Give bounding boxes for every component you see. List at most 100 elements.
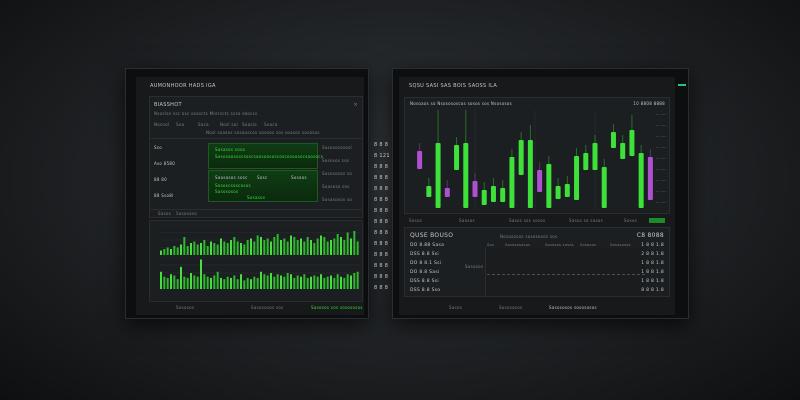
candle-body xyxy=(481,190,487,205)
volume-bar xyxy=(256,235,259,255)
candle-body xyxy=(527,140,533,208)
volume-bar xyxy=(326,241,329,255)
side-row[interactable]: 88 80 xyxy=(154,177,167,182)
side-row[interactable]: Sso xyxy=(154,145,162,150)
side-row[interactable]: 88 Sso8l xyxy=(154,193,174,198)
volume-bar xyxy=(186,277,189,289)
volume-bar xyxy=(190,273,192,289)
toolbar-item[interactable]: Saosos xyxy=(459,218,475,223)
volume-bar xyxy=(326,276,329,289)
toolbar-item[interactable]: Sosos xyxy=(624,218,638,223)
tab[interactable]: Sasos xyxy=(158,211,172,216)
filter-item[interactable]: Soa xyxy=(176,122,185,127)
volume-bar xyxy=(240,243,242,255)
row-value: 2 8 8 1.8 xyxy=(641,252,664,257)
side-row[interactable]: Aso 8580 xyxy=(154,161,176,166)
right-monitor: SQSU SASI SAS BOIS SAOSS ILA Nosoaos so … xyxy=(392,68,689,319)
volume-bar xyxy=(183,237,186,255)
volume-bar xyxy=(260,237,262,255)
volume-bar xyxy=(340,237,342,255)
row-value: 8 8 8 1.8 xyxy=(641,288,664,293)
filter-item[interactable]: Nosnol xyxy=(154,122,170,127)
axis-label: -- --- xyxy=(655,189,666,194)
table-title: QUSE BOUSO xyxy=(410,232,454,239)
volume-bar xyxy=(320,274,322,289)
volume-bar xyxy=(236,279,239,289)
volume-bar xyxy=(166,277,169,289)
volume-bar xyxy=(253,241,256,255)
volume-bar xyxy=(170,274,172,289)
footer-label: Sasos xyxy=(449,305,463,310)
candlestick-chart xyxy=(417,110,653,210)
tab[interactable]: Sasosaso xyxy=(176,211,197,216)
toolbar-item[interactable]: Sasos so sosos xyxy=(569,218,604,223)
axis-label: -- --- xyxy=(655,134,666,139)
candle-body xyxy=(509,157,515,208)
table-inner-chart xyxy=(485,248,645,296)
row-value: 1 8 8 1.8 xyxy=(641,279,664,284)
price-level: 8 8 8 xyxy=(374,164,389,170)
filter-item[interactable]: Saca xyxy=(198,122,209,127)
volume-bar xyxy=(253,276,256,289)
toolbar-item[interactable]: Sosos xyxy=(409,218,423,223)
footer-label: Sasososos sos xyxy=(251,305,284,310)
filter-item[interactable]: Soaca xyxy=(264,122,278,127)
volume-bar xyxy=(250,279,252,289)
volume-bar xyxy=(163,249,166,255)
row-value: 1 8 8 1.8 xyxy=(641,270,664,275)
filter-item[interactable]: Soasio xyxy=(242,122,257,127)
volume-bar xyxy=(280,275,282,289)
table-header: Nosasosos sosososos sos xyxy=(500,234,558,239)
volume-bar xyxy=(336,274,339,289)
price-level: 8 8 8 xyxy=(374,219,389,225)
legend-item: Sos xyxy=(487,243,495,247)
volume-bar xyxy=(343,277,346,289)
right-row: Sosasosos so xyxy=(322,197,353,202)
candle-body xyxy=(472,181,478,197)
row-label[interactable]: DSS 8.8 Sso xyxy=(410,288,441,293)
volume-bar xyxy=(216,271,219,289)
axis-label: -- --- xyxy=(655,178,666,183)
box-line: Sosasos xyxy=(247,195,266,200)
candle-body xyxy=(518,140,524,175)
box-col: Saosasos sosc xyxy=(215,175,248,180)
volume-bar xyxy=(286,273,289,289)
volume-bar xyxy=(183,276,186,289)
volume-bar xyxy=(310,276,312,289)
filter-item[interactable]: Nosl sol xyxy=(220,122,238,127)
volume-bar xyxy=(160,250,162,255)
right-row: Soasoso sos xyxy=(322,184,350,189)
toolbar-button[interactable] xyxy=(649,218,665,223)
candle-body xyxy=(435,143,441,208)
row-label[interactable]: DSS 8.8 Ssi xyxy=(410,279,439,284)
volume-bar xyxy=(193,275,196,289)
panel-title: BIASSHOT xyxy=(154,102,182,108)
candle-body xyxy=(444,188,450,197)
left-screen: AUMONHOOR HADS IGA BIASSHOT × Nsoslse ss… xyxy=(136,77,364,315)
volume-bar xyxy=(203,274,206,289)
right-row: Sasososososl xyxy=(322,145,352,150)
volume-bar xyxy=(210,277,212,289)
volume-bar xyxy=(186,246,189,255)
price-level: 8 8 8 xyxy=(374,274,389,280)
row-label[interactable]: DSS 8.8 Ssi xyxy=(410,252,439,257)
order-box-2[interactable]: Saosasos sosc Sosc Sosaos Sososcsoscosos… xyxy=(208,170,318,202)
candle-body xyxy=(647,157,653,200)
close-icon[interactable]: × xyxy=(353,102,358,108)
orders-table: QUSE BOUSO Nosasosos sosososos sos C8 80… xyxy=(404,227,670,297)
toolbar-item[interactable]: Sasos sos sosos xyxy=(509,218,546,223)
row-label[interactable]: DO 8.8 Sasi xyxy=(410,270,440,275)
volume-bar xyxy=(226,276,229,289)
volume-bar xyxy=(163,276,166,289)
volume-bar xyxy=(306,237,309,255)
volume-bar xyxy=(220,238,222,255)
volume-bar xyxy=(283,238,286,255)
row-label[interactable]: DO 8.88 Sasa xyxy=(410,243,445,248)
status-indicator xyxy=(678,84,686,86)
volume-bar xyxy=(223,241,226,255)
volume-bar xyxy=(273,276,276,289)
row-label[interactable]: DO 8 8.1 Ssi xyxy=(410,261,442,266)
candle-body xyxy=(417,151,423,169)
volume-bar xyxy=(210,241,212,255)
order-box-1[interactable]: Sasasos sosa Sasosaososcsoscsaosoososcos… xyxy=(208,143,323,169)
